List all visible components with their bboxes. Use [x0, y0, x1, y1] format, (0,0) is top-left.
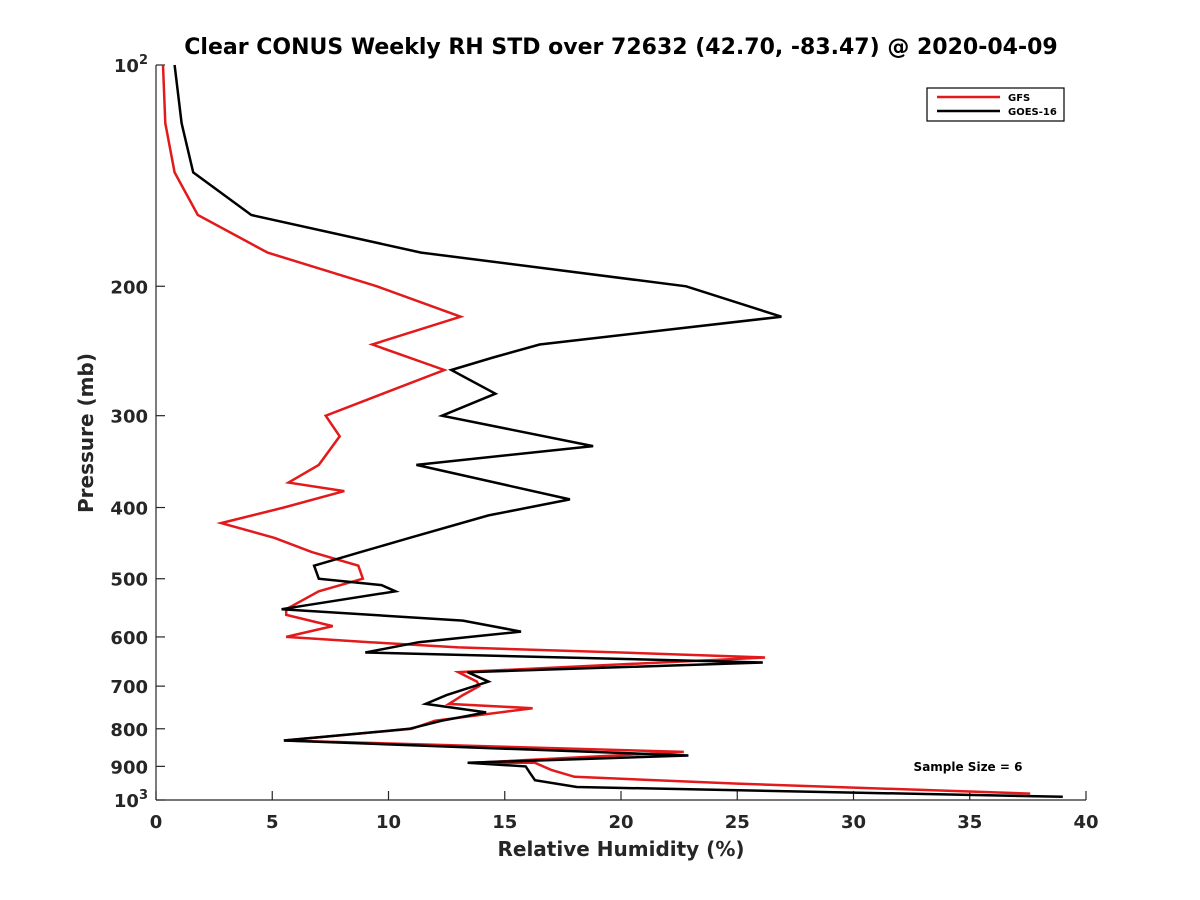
y-tick-label: 800	[110, 720, 148, 741]
x-tick-label: 20	[608, 812, 633, 833]
y-tick-label: 103	[114, 788, 148, 812]
plot-area: 0 5 10 15 20 25 30 35 40 102 200 300 400 500 600 700 800…	[110, 53, 1098, 833]
series-line-gfs	[161, 64, 1031, 795]
sample-size-annotation: Sample Size = 6	[914, 760, 1023, 774]
y-tick-label: 300	[110, 407, 148, 428]
y-tick-label: 600	[110, 628, 148, 649]
chart-title: Clear CONUS Weekly RH STD over 72632 (42…	[184, 35, 1057, 60]
y-tick-label: 200	[110, 277, 148, 298]
y-tick-label: 102	[114, 53, 148, 77]
y-tick-label: 700	[110, 677, 148, 698]
x-tick-label: 25	[725, 812, 750, 833]
legend-label-goes-16: GOES-16	[1008, 107, 1057, 118]
x-tick-label: 10	[376, 812, 401, 833]
x-tick-label: 15	[492, 812, 517, 833]
x-tick-label: 35	[957, 812, 982, 833]
y-tick-label: 900	[110, 757, 148, 778]
x-tick-label: 30	[841, 812, 866, 833]
x-axis-label: Relative Humidity (%)	[497, 837, 744, 861]
x-tick-label: 40	[1073, 812, 1098, 833]
legend: GFS GOES-16	[926, 87, 1065, 122]
y-tick-label: 500	[110, 570, 148, 591]
x-tick-label: 5	[266, 812, 279, 833]
legend-box	[926, 87, 1065, 122]
y-axis-label: Pressure (mb)	[74, 353, 98, 513]
x-tick-label: 0	[150, 812, 163, 833]
series-line-goes-16	[173, 64, 1063, 799]
legend-label-gfs: GFS	[1008, 93, 1030, 104]
y-tick-label: 400	[110, 499, 148, 520]
